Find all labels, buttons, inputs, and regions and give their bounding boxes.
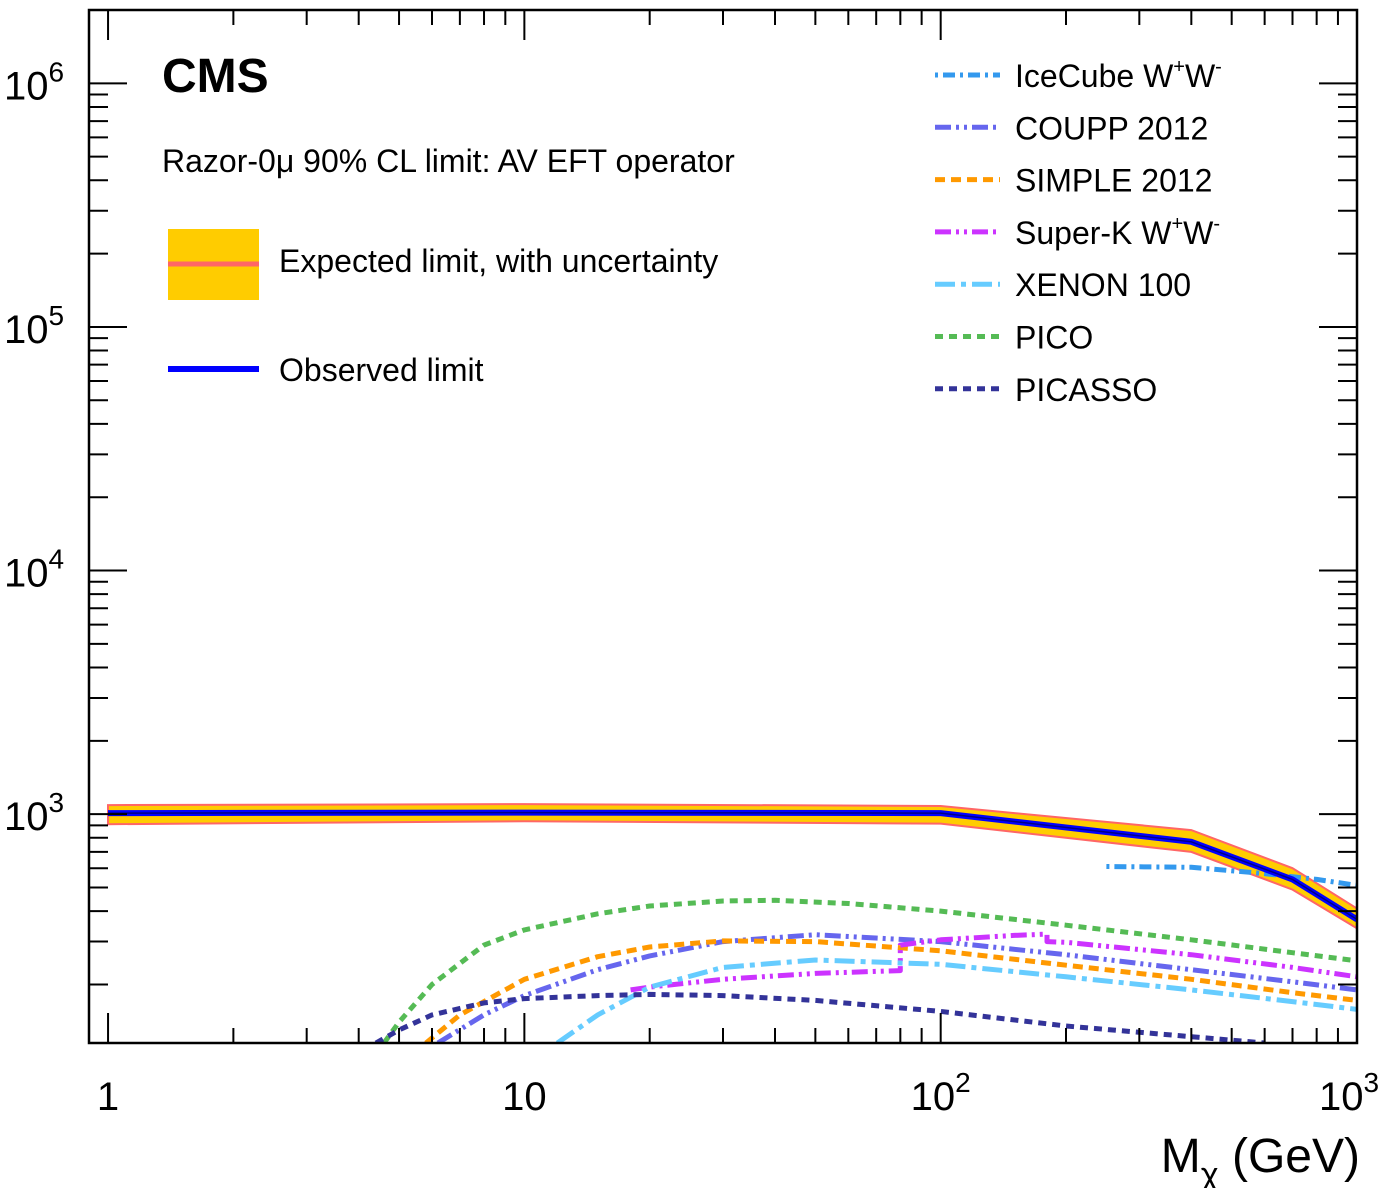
y-tick-label: 106 xyxy=(4,56,64,108)
series-line-super-k-w xyxy=(630,931,1357,993)
x-tick-label: 102 xyxy=(911,1067,971,1119)
y-tick-labels: 103 104 105 106 xyxy=(4,56,64,839)
series-line-coupp-2012 xyxy=(436,932,1357,1043)
x-tick-label: 10 xyxy=(502,1075,547,1119)
y-tick-label: 104 xyxy=(4,544,64,596)
legend-label-xenon-100: XENON 100 xyxy=(1015,267,1191,303)
series-line-picasso xyxy=(374,991,1265,1043)
series-line-icecube-w xyxy=(1106,864,1357,888)
experiment-label: CMS xyxy=(162,50,269,103)
plot-area xyxy=(107,803,1357,1043)
x-tick-label: 103 xyxy=(1319,1067,1379,1119)
legend-label-icecube-w: IceCube W+W- xyxy=(1015,56,1222,94)
legend-label-coupp-2012: COUPP 2012 xyxy=(1015,110,1208,146)
legend-label-observed: Observed limit xyxy=(279,352,484,388)
y-tick-label: 105 xyxy=(4,300,64,352)
x-tick-labels: 1 10 102 103 xyxy=(97,1067,1379,1119)
series-line-pico xyxy=(381,897,1357,1043)
observed-limit-core xyxy=(107,811,1357,921)
x-tick-label: 1 xyxy=(97,1075,119,1119)
legend-main: Expected limit, with uncertainty Observed… xyxy=(168,229,718,388)
legend-label-picasso: PICASSO xyxy=(1015,372,1157,408)
y-tick-label: 103 xyxy=(4,787,64,839)
expected-band xyxy=(107,803,1357,930)
legend-label-super-k-w: Super-K W+W- xyxy=(1015,213,1220,251)
legend-label-pico: PICO xyxy=(1015,320,1093,356)
legend-external: IceCube W+W- COUPP 2012 SIMPLE 2012 Super-K… xyxy=(935,56,1222,408)
series-line-xenon-100 xyxy=(555,957,1357,1043)
legend-label-expected: Expected limit, with uncertainty xyxy=(279,243,718,279)
chart-subtitle: Razor-0μ 90% CL limit: AV EFT operator xyxy=(162,143,735,179)
legend-label-simple-2012: SIMPLE 2012 xyxy=(1015,163,1212,199)
series-line-simple-2012 xyxy=(424,938,1357,1043)
x-axis-title: Mχ (GeV) xyxy=(1161,1130,1360,1188)
plot-frame xyxy=(87,8,1359,1045)
